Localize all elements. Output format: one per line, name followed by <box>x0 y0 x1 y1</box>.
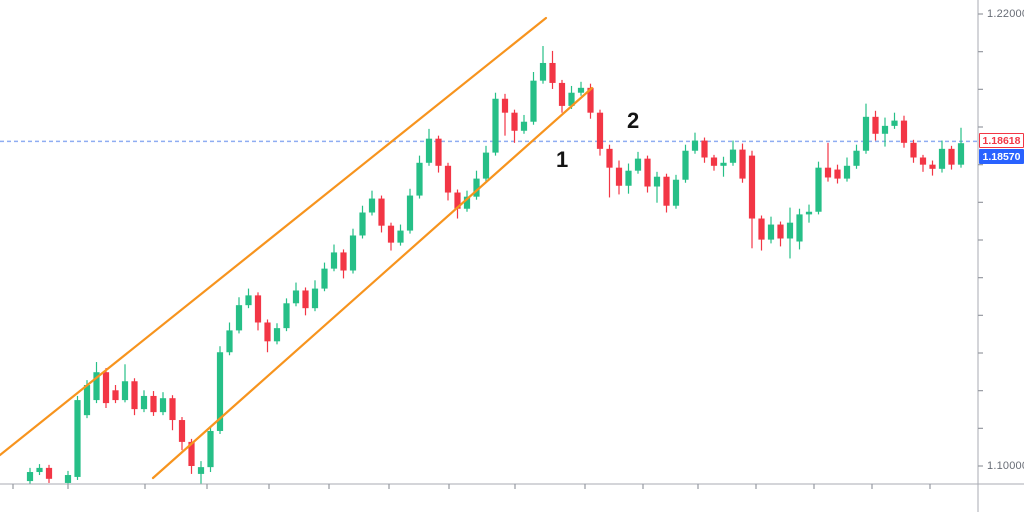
y-axis-label-bottom: 1.10000 <box>987 460 1024 472</box>
trend-channel-layer[interactable] <box>0 16 594 480</box>
channel-lower[interactable] <box>151 86 594 480</box>
candles-layer <box>26 46 965 485</box>
alert-price-label: 1.18618 <box>979 133 1024 148</box>
annotation-2: 2 <box>627 108 640 133</box>
y-axis-label-top: 1.22000 <box>987 8 1024 20</box>
annotation-1: 1 <box>556 147 569 172</box>
channel-upper[interactable] <box>0 16 548 457</box>
last-price-label: 1.18570 <box>979 149 1024 164</box>
